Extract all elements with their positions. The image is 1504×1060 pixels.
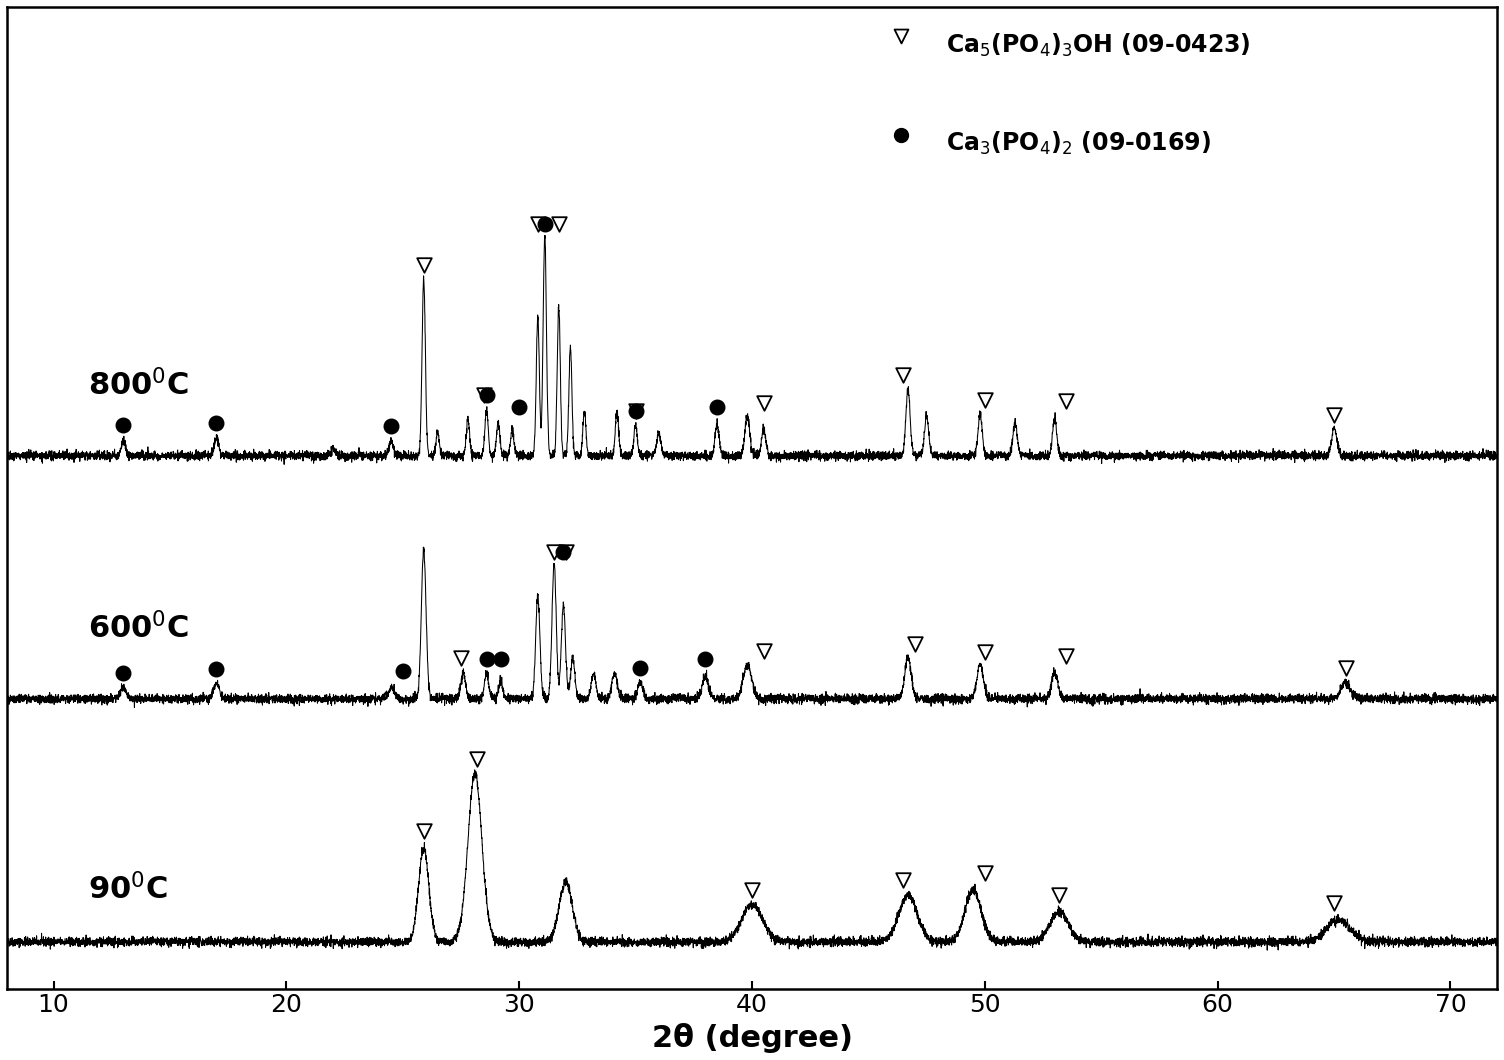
Point [902,635,926,652]
Text: 90$^0$C: 90$^0$C [89,873,168,906]
Point [1322,895,1346,912]
Point [752,642,776,659]
Text: Ca$_5$(PO$_4$)$_3$OH (09-0423): Ca$_5$(PO$_4$)$_3$OH (09-0423) [946,32,1250,58]
Point [507,399,531,416]
Point [472,387,496,404]
Point [532,215,556,232]
X-axis label: 2θ (degree): 2θ (degree) [651,1023,853,1053]
Text: Ca$_3$(PO$_4$)$_2$ (09-0169): Ca$_3$(PO$_4$)$_2$ (09-0169) [946,129,1211,157]
Point [1047,886,1071,903]
Point [973,643,997,660]
Point [629,659,653,676]
Point [547,215,572,232]
Text: 600$^0$C: 600$^0$C [89,612,190,644]
Point [552,544,576,561]
Point [526,215,550,232]
Point [1054,648,1078,665]
Point [412,823,436,840]
Point [475,387,499,404]
Text: 800$^0$C: 800$^0$C [89,369,190,401]
Point [624,403,648,420]
Point [111,417,135,434]
Point [1054,393,1078,410]
Point [740,881,764,898]
Point [412,257,436,273]
Point [693,651,717,668]
Point [448,649,472,666]
Point [973,391,997,408]
Point [705,399,729,416]
Point [624,403,648,420]
Point [1322,406,1346,423]
Point [475,651,499,668]
Point [111,664,135,681]
Point [379,418,403,435]
Point [973,865,997,882]
Point [205,414,229,431]
Point [541,544,566,561]
Point [1334,659,1358,676]
Point [489,651,513,668]
Point [205,660,229,677]
Point [752,394,776,411]
Point [465,750,489,767]
Point [892,871,916,888]
Point [553,544,578,561]
Point [892,367,916,384]
Point [391,662,415,679]
